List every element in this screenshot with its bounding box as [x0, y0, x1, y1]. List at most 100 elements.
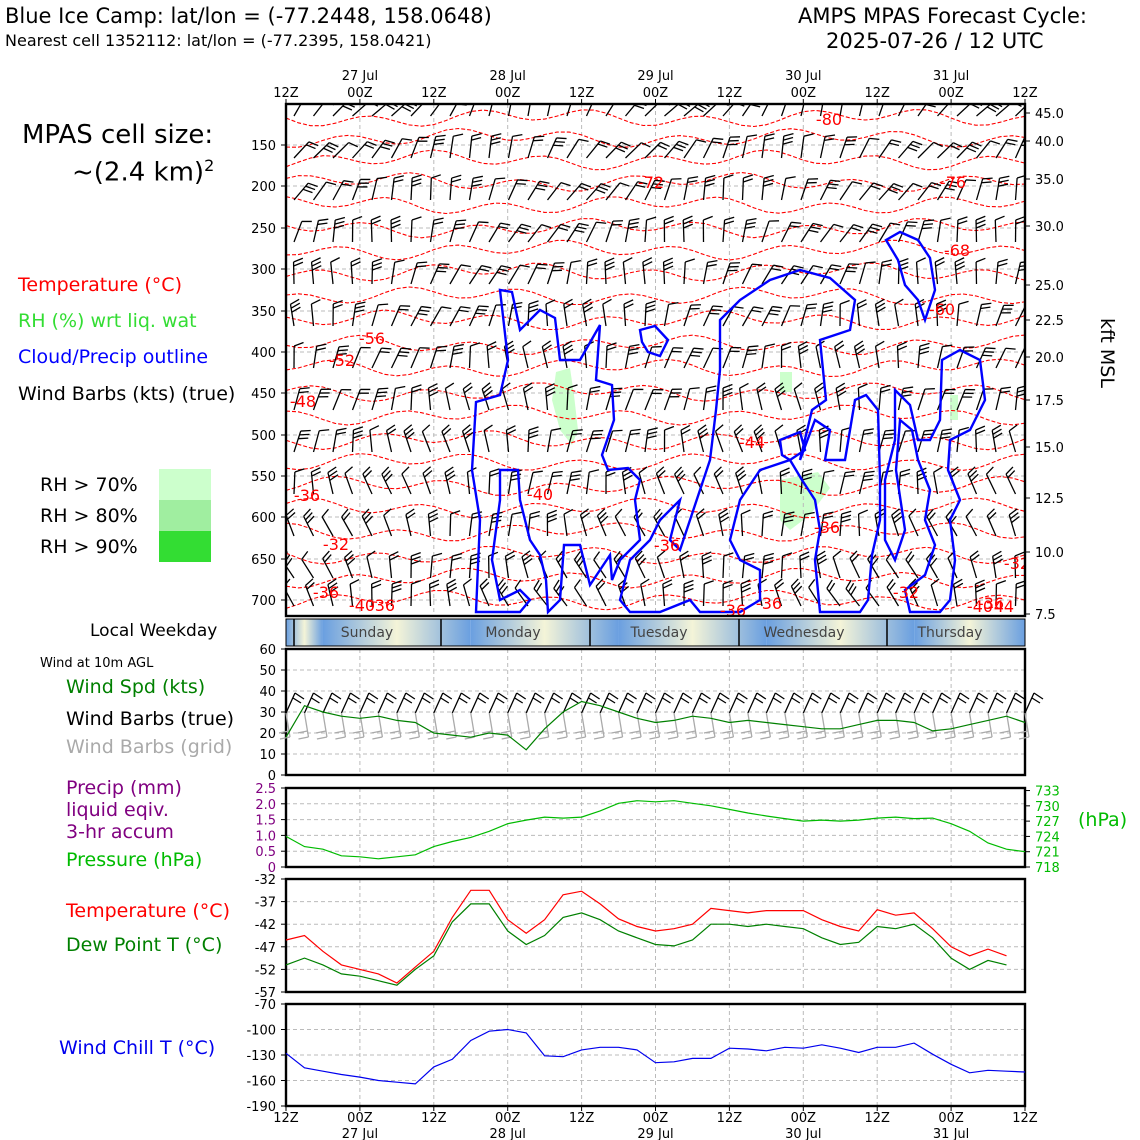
wind-barb	[479, 578, 490, 607]
y-tick-label: 60	[259, 643, 276, 658]
wind-barb	[332, 299, 343, 327]
cross-section-panel: -80-72 -76-68-60-56-52-48-44-40-36-36-36-…	[251, 69, 1064, 623]
wind-barb	[312, 388, 332, 411]
wind-barb	[533, 579, 549, 607]
wind-barb	[956, 141, 982, 159]
wind-barb	[470, 692, 490, 714]
wind-barb	[780, 221, 802, 243]
wind-barb	[522, 340, 532, 369]
y-tick-label: 300	[251, 263, 276, 278]
wind-barb	[917, 429, 935, 453]
wind-barb	[683, 304, 701, 327]
wind-barb	[683, 387, 700, 411]
wind-barb	[293, 220, 312, 243]
wind-barb	[614, 508, 627, 537]
wind-barb	[390, 215, 401, 243]
x-date-label: 31 Jul	[933, 1127, 969, 1140]
wind-barb	[858, 223, 883, 243]
wind-barb-grid	[297, 712, 310, 740]
wind-barb	[310, 467, 322, 495]
wind-barb	[741, 552, 755, 579]
wind-barb	[1005, 692, 1025, 714]
wind-chill-line	[285, 1028, 1026, 1085]
wind-barb	[507, 223, 532, 243]
wind-barb	[301, 551, 315, 579]
wind-barb	[735, 466, 747, 495]
wind-barb	[613, 550, 627, 579]
wind-barb	[462, 382, 473, 411]
wind-barb	[722, 216, 735, 243]
wind-barb	[566, 470, 582, 495]
wind-barb	[1024, 692, 1044, 714]
wind-barb	[975, 347, 996, 369]
temperature-label: -56	[359, 329, 385, 348]
wind-barb-grid	[537, 712, 550, 740]
wind-barb	[446, 578, 458, 607]
temperature-contour	[286, 239, 1025, 261]
wind-barb	[312, 104, 335, 117]
temperature-contour	[286, 567, 1025, 589]
wind-barb	[644, 141, 670, 159]
wind-barb	[814, 382, 825, 411]
cloud-outline	[470, 288, 642, 615]
wind-barb	[350, 257, 361, 285]
wind-barb	[468, 175, 484, 201]
legend-rh70: RH > 70%	[40, 474, 138, 496]
wind-barb	[428, 579, 440, 607]
y-tick-label: 250	[251, 222, 276, 237]
legend-rh: RH (%) wrt liq. wat	[18, 310, 197, 332]
y-tick-label: 15.0	[1035, 441, 1064, 456]
wind-barb	[858, 470, 875, 495]
wind-barb	[741, 263, 763, 285]
wind-barb	[370, 215, 381, 243]
y-tick-label: 200	[251, 180, 276, 195]
wind-barb	[544, 692, 564, 714]
wind-barb	[845, 579, 861, 607]
x-date-label: 30 Jul	[785, 1127, 821, 1140]
x-date-label: 28 Jul	[490, 1127, 526, 1140]
local-weekday-label: Local Weekday	[90, 621, 218, 641]
y-tick-label: -47	[255, 941, 276, 956]
legend-barbs: Wind Barbs (kts) (true)	[18, 383, 236, 405]
wind-barb-grid	[519, 712, 531, 740]
y-tick-label: 20	[259, 727, 276, 742]
wind-barb	[644, 179, 665, 201]
rh-patch	[552, 368, 578, 445]
wind-barb	[722, 306, 744, 327]
wind-barb	[780, 176, 796, 201]
wind-barb-grid	[334, 712, 347, 740]
x-tick-label: 00Z	[495, 1111, 521, 1126]
wind-barb	[563, 508, 574, 537]
wind-barb	[522, 382, 534, 411]
wind-barb	[488, 133, 502, 159]
wind-barb	[312, 218, 329, 243]
wind-barb	[702, 215, 713, 243]
wind-barb	[624, 181, 648, 201]
x-tick-label: 12Z	[569, 1111, 595, 1126]
wind-barb	[819, 264, 842, 285]
x-tick-label: 12Z	[421, 86, 447, 101]
wind-barb	[936, 217, 951, 243]
wind-barb	[410, 305, 432, 327]
wind-barb	[312, 181, 337, 201]
wind-barb	[908, 578, 920, 607]
cell-size-label: MPAS cell size:	[22, 120, 214, 150]
cloud-outline	[883, 348, 987, 614]
wind-barb	[878, 139, 902, 159]
weekday-label: Sunday	[341, 625, 393, 641]
wind-barb	[793, 382, 803, 411]
wind-barb	[349, 579, 360, 607]
wind-barb	[819, 134, 836, 159]
wind-barb	[915, 257, 926, 285]
wind-barb	[693, 466, 705, 495]
wind-barb	[604, 257, 615, 285]
y-tick-label: 2.0	[255, 798, 276, 813]
wind-barb	[605, 220, 623, 243]
wind-barb	[1005, 466, 1017, 495]
x-tick-label: 00Z	[791, 86, 817, 101]
y-tick-label: 45.0	[1035, 107, 1064, 122]
wind-barb	[739, 382, 749, 411]
y-tick-label: 22.5	[1035, 314, 1064, 329]
wind-barb	[351, 426, 364, 453]
